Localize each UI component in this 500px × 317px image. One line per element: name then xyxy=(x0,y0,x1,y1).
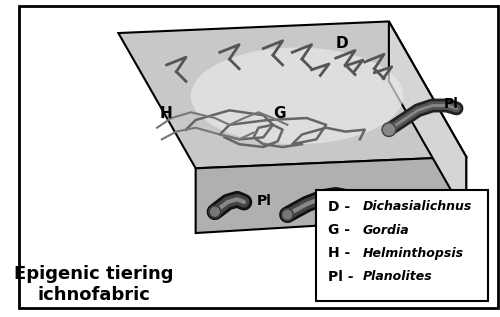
Text: Gordia: Gordia xyxy=(363,223,410,237)
Circle shape xyxy=(382,123,396,136)
Text: H -: H - xyxy=(328,246,350,260)
Polygon shape xyxy=(389,22,466,217)
Text: G: G xyxy=(273,106,285,121)
Text: Pl: Pl xyxy=(444,97,459,111)
Text: Pl -: Pl - xyxy=(328,269,353,283)
Text: Planolites: Planolites xyxy=(363,270,432,283)
Text: Helminthopsis: Helminthopsis xyxy=(363,247,464,260)
Text: Dichasialichnus: Dichasialichnus xyxy=(363,200,472,213)
Polygon shape xyxy=(316,190,488,301)
Text: Pl: Pl xyxy=(256,194,272,208)
Polygon shape xyxy=(118,22,466,168)
Polygon shape xyxy=(196,157,466,233)
Text: G -: G - xyxy=(328,223,350,237)
Text: H: H xyxy=(160,106,172,121)
Ellipse shape xyxy=(191,48,404,144)
Circle shape xyxy=(282,209,293,221)
Circle shape xyxy=(209,206,221,217)
Text: Epigenic tiering
ichnofabric: Epigenic tiering ichnofabric xyxy=(14,265,174,304)
Text: D -: D - xyxy=(328,200,350,214)
Text: D: D xyxy=(336,36,348,50)
